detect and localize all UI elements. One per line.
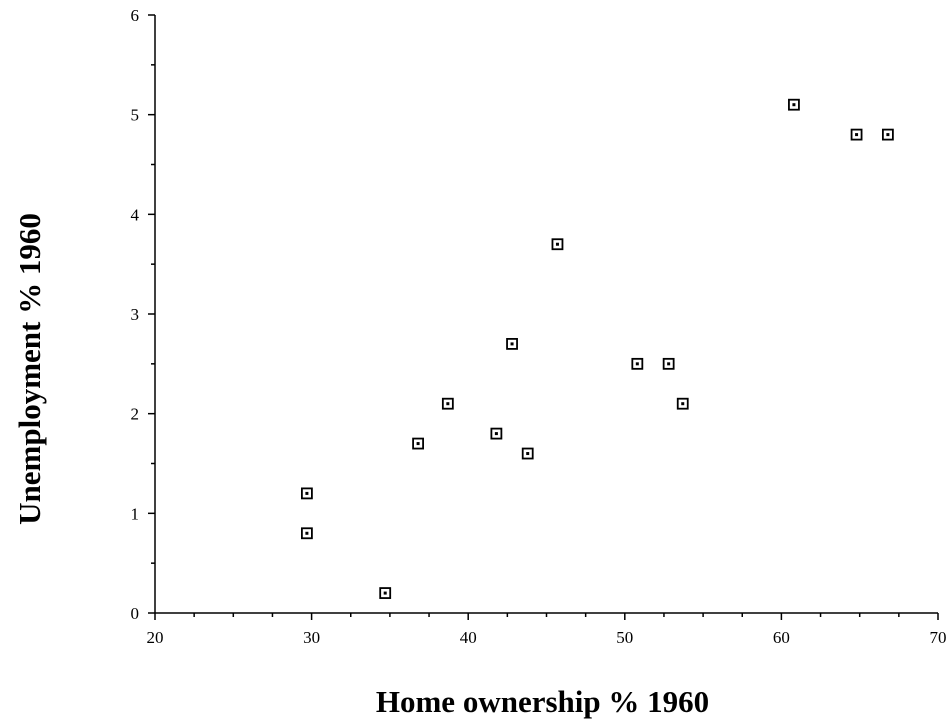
marker-dot [510,342,514,346]
y-tick-label: 1 [131,504,140,523]
y-tick-label: 0 [131,604,140,623]
x-tick-label: 70 [930,628,947,647]
data-point-marker [521,447,534,460]
marker-dot [526,452,530,456]
data-point-marker [506,337,518,350]
data-points [301,98,894,599]
marker-dot [555,242,559,246]
data-point-marker [441,397,454,410]
y-tick-label: 4 [131,205,140,224]
data-point-marker [379,587,392,599]
data-point-marker [662,357,675,370]
marker-dot [792,103,796,107]
y-ticks: 0 1 2 3 4 5 6 [131,6,155,623]
data-point-marker [301,527,313,540]
marker-dot [681,402,685,406]
marker-dot [494,432,498,436]
data-point-marker [850,128,863,141]
marker-dot [305,531,309,535]
x-tick-label: 20 [147,628,164,647]
x-tick-label: 40 [460,628,477,647]
data-point-marker [881,128,894,141]
data-point-marker [301,487,313,500]
data-point-marker [788,98,800,111]
y-tick-label: 3 [131,305,140,324]
x-ticks: 20 30 40 50 60 70 [147,613,947,647]
marker-dot [416,442,420,446]
x-axis-title: Home ownership % 1960 [376,684,709,719]
marker-dot [667,362,671,366]
data-point-marker [631,357,644,370]
data-point-marker [676,397,689,410]
marker-dot [886,133,890,137]
marker-dot [635,362,639,366]
x-tick-label: 30 [303,628,320,647]
data-point-marker [412,437,424,450]
y-tick-label: 2 [131,405,140,424]
marker-dot [383,591,387,595]
y-tick-label: 6 [131,6,140,25]
marker-dot [855,133,859,137]
y-axis-title: Unemployment % 1960 [12,213,47,525]
x-tick-label: 50 [616,628,633,647]
marker-dot [446,402,450,406]
data-point-marker [490,427,503,440]
axes [154,15,938,614]
marker-dot [305,491,309,495]
x-tick-label: 60 [773,628,790,647]
y-tick-label: 5 [131,106,140,125]
data-point-marker [551,238,564,251]
